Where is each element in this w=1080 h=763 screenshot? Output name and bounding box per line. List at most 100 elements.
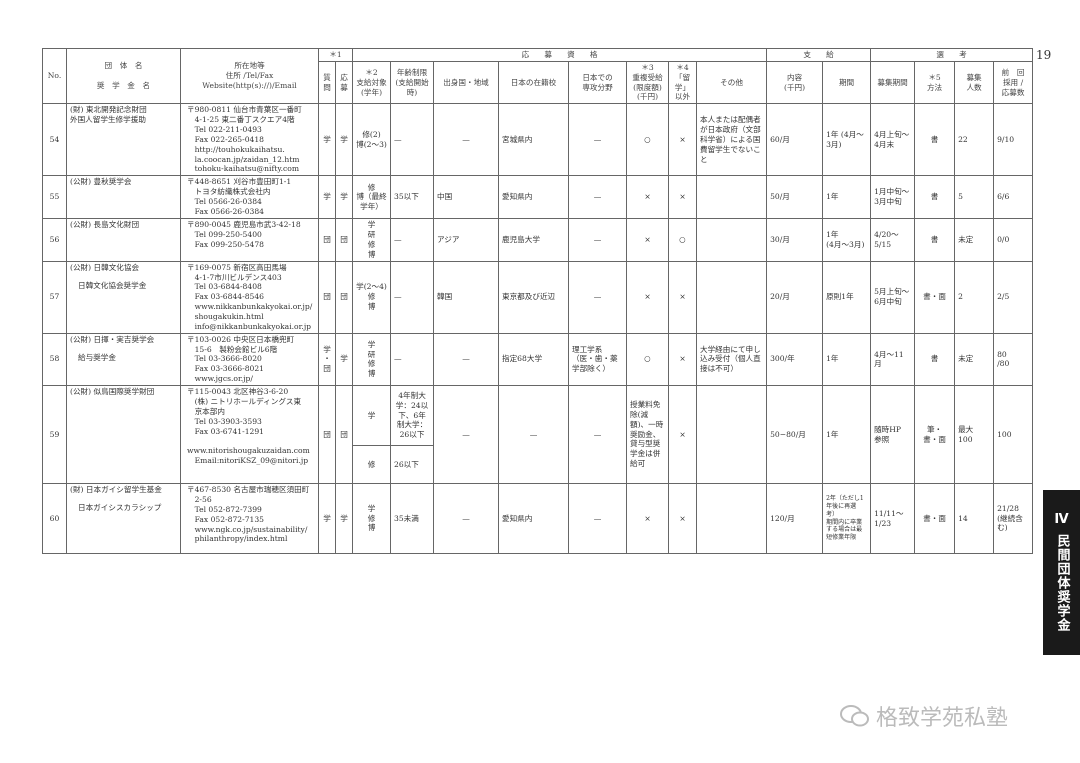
- cell-target: 学 研 修 博: [352, 218, 391, 262]
- cell-address: 〒980-0811 仙台市青葉区一番町 4-1-25 東二番丁スクエア4階 Te…: [180, 103, 319, 177]
- header-school: 日本の在籍校: [498, 60, 569, 105]
- cell-question: 団: [318, 385, 336, 485]
- cell-apply: 団: [335, 218, 353, 262]
- table-row: 59 (公財) 似鳥国際奨学財団 〒115-0043 北区神谷3-6-20 (株) …: [42, 385, 1034, 485]
- cell-period: 1年: [822, 332, 872, 387]
- watermark-text: 格致学苑私塾: [876, 706, 1009, 731]
- cell-amount: 50−80/月: [766, 385, 824, 485]
- cell-major: 理工学系 （医・歯・薬学部除く）: [568, 332, 627, 387]
- cell-period: 1年: [822, 385, 872, 485]
- cell-address: 〒103-0026 中央区日本橋兜町 15-6 製粉会館ビル6階 Tel 03-…: [180, 332, 319, 387]
- cell-age: 4年制大 学：24以 下、6年 制大学： 26以下: [390, 385, 434, 447]
- cell-target: 学: [352, 385, 391, 447]
- cell-amount: 300/年: [766, 332, 824, 387]
- cell-recruit: 5月上旬〜6月中旬: [870, 260, 916, 334]
- cell-notes: 大学経由にて申し込み受付（個人直接は不可）: [695, 332, 768, 387]
- cell-apply: 団: [335, 260, 353, 334]
- cell-major: —: [568, 483, 627, 555]
- cell-age: —: [390, 260, 434, 334]
- cell-country: —: [433, 385, 499, 485]
- cell-notes: [695, 218, 768, 262]
- table-row: 60 (財) 日本ガイシ留学生基金 日本ガイシスカラシップ 〒467-8530 名古屋…: [42, 483, 1034, 555]
- cell-prev: 100: [993, 385, 1034, 485]
- header-apply: 応 募: [335, 60, 353, 105]
- table-row: 56 (公財) 長島文化財団 〒890-0045 鹿児島市武3-42-18 Tel …: [42, 218, 1034, 262]
- cell-address: 〒890-0045 鹿児島市武3-42-18 Tel 099-250-5400 …: [180, 218, 319, 262]
- header-no: No.: [42, 47, 67, 105]
- header-target: ＊2 支給対象 (学年): [352, 60, 391, 105]
- cell-target: 学(2〜4) 修 博: [352, 260, 391, 334]
- cell-recruit: 4/20〜 5/15: [870, 218, 916, 262]
- cell-no: 60: [42, 483, 67, 555]
- header-period: 期間: [822, 60, 872, 105]
- cell-method: 書: [914, 218, 956, 262]
- cell-amount: 60/月: [766, 103, 824, 177]
- cell-school: 鹿児島大学: [498, 218, 569, 262]
- cell-notes: [695, 175, 768, 220]
- cell-amount: 30/月: [766, 218, 824, 262]
- cell-country: アジア: [433, 218, 499, 262]
- header-count: 募集 人数: [954, 60, 995, 105]
- cell-target: 修 博（最終 学年）: [352, 175, 391, 220]
- header-method: ＊5 方法: [914, 60, 956, 105]
- cell-prev: 0/0: [993, 218, 1034, 262]
- header-prev: 前 回 採用 / 応募数: [993, 60, 1034, 105]
- cell-org: (財) 東北開発記念財団 外国人留学生修学援助: [66, 103, 181, 177]
- org-name: (公財) 日韓文化協会: [70, 262, 140, 272]
- page-number: 19: [1036, 48, 1052, 62]
- section-tab[interactable]: Ⅳ 民間団体奨学金: [1043, 490, 1080, 655]
- cell-apply: 団: [335, 385, 353, 485]
- cell-other-ok: ×: [668, 175, 697, 220]
- cell-notes: [695, 483, 768, 555]
- cell-target: 修: [352, 445, 391, 485]
- cell-dup: ×: [626, 260, 669, 334]
- cell-method: 書・面: [914, 260, 956, 334]
- cell-org: (公財) 豊秋奨学会: [66, 175, 181, 220]
- cell-other-ok: ×: [668, 385, 697, 485]
- cell-target: 学 修 博: [352, 483, 391, 555]
- cell-prev: 6/6: [993, 175, 1034, 220]
- header-notes: その他: [695, 60, 768, 105]
- header-selection: 選 考: [870, 48, 1034, 62]
- cell-target: 学 研 修 博: [352, 332, 391, 387]
- cell-apply: 学: [335, 103, 353, 177]
- cell-count: 未定: [954, 218, 995, 262]
- section-tab-label: 民間団体奨学金: [1054, 534, 1070, 632]
- cell-prev: 9/10: [993, 103, 1034, 177]
- cell-address: 〒448-8651 刈谷市豊田町1-1 トヨタ紡織株式会社内 Tel 0566-…: [180, 175, 319, 220]
- cell-org: (公財) 似鳥国際奨学財団: [66, 385, 181, 485]
- cell-question: 学: [318, 103, 336, 177]
- cell-apply: 学: [335, 483, 353, 555]
- cell-count: 22: [954, 103, 995, 177]
- cell-recruit: 4月上旬〜4月末: [870, 103, 916, 177]
- cell-method: 書: [914, 103, 956, 177]
- cell-target: 修(2) 博(2〜3): [352, 103, 391, 177]
- cell-apply: 学: [335, 332, 353, 387]
- cell-school: —: [498, 385, 569, 485]
- cell-major: —: [568, 385, 627, 485]
- cell-period: 1年: [822, 175, 872, 220]
- cell-notes: 本人または配偶者が日本政府（文部科学省）による国費留学生でないこと: [695, 103, 768, 177]
- cell-count: 最大 100: [954, 385, 995, 485]
- cell-period: 2年（ただし1年後に再選考） 期間内に卒業する場合は最短修業年限: [822, 483, 872, 555]
- cell-amount: 120/月: [766, 483, 824, 555]
- cell-age: —: [390, 218, 434, 262]
- cell-other-ok: ×: [668, 332, 697, 387]
- cell-school: 宮城県内: [498, 103, 569, 177]
- header-payment: 支 給: [766, 48, 872, 62]
- cell-period: 1年 (4月〜3月): [822, 218, 872, 262]
- cell-age: 26以下: [390, 445, 434, 485]
- cell-method: 書・面: [914, 483, 956, 555]
- cell-prev: 21/28 (継続含む): [993, 483, 1034, 555]
- scholarship-name: 日本ガイシスカラシップ: [78, 502, 162, 512]
- org-name: (財) 日本ガイシ留学生基金: [70, 485, 162, 495]
- cell-dup: ×: [626, 175, 669, 220]
- wechat-icon: [840, 705, 869, 727]
- cell-org: (公財) 長島文化財団: [66, 218, 181, 262]
- cell-major: —: [568, 218, 627, 262]
- cell-address: 〒169-0075 新宿区高田馬場 4-1-7市川ビルデンス403 Tel 03…: [180, 260, 319, 334]
- cell-amount: 20/月: [766, 260, 824, 334]
- cell-age: 35以下: [390, 175, 434, 220]
- table-row: 58 (公財) 日揮・実吉奨学会 給与奨学金 〒103-0026 中央区日本橋兜町 1…: [42, 332, 1034, 387]
- cell-age: 35未満: [390, 483, 434, 555]
